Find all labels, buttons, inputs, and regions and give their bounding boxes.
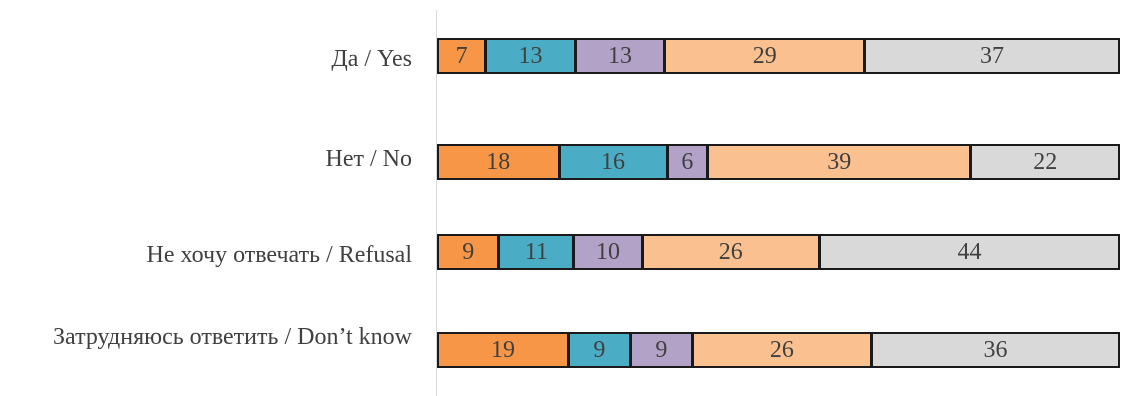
bar-segment-yes-5: 37: [864, 38, 1120, 74]
bar-segment-no-2: 16: [558, 144, 668, 180]
category-label-no: Нет / No: [325, 146, 412, 172]
bar-row-dont-know: 19 9 9 26 36: [437, 332, 1120, 368]
bar-segment-yes-2: 13: [485, 38, 576, 74]
category-label-dont-know: Затрудняюсь ответить / Don’t know: [53, 324, 412, 350]
bar-segment-yes-1: 7: [437, 38, 487, 74]
bar-segment-refusal-4: 26: [641, 234, 820, 270]
bar-segment-refusal-2: 11: [498, 234, 575, 270]
category-axis-line: [436, 10, 437, 396]
bar-segment-yes-3: 13: [574, 38, 666, 74]
bar-segment-dont-know-1: 19: [437, 332, 569, 368]
category-label-yes: Да / Yes: [331, 46, 412, 72]
bar-segment-no-5: 22: [970, 144, 1120, 180]
bar-segment-dont-know-3: 9: [629, 332, 693, 368]
bar-segment-refusal-1: 9: [437, 234, 500, 270]
category-label-refusal: Не хочу отвечать / Refusal: [146, 242, 412, 268]
bar-segment-refusal-5: 44: [818, 234, 1120, 270]
bar-segment-dont-know-2: 9: [567, 332, 631, 368]
bar-segment-yes-4: 29: [664, 38, 866, 74]
bar-segment-dont-know-5: 36: [871, 332, 1120, 368]
bar-segment-dont-know-4: 26: [691, 332, 872, 368]
bar-segment-no-3: 6: [666, 144, 709, 180]
bar-segment-no-4: 39: [707, 144, 972, 180]
bar-row-yes: 7 13 13 29 37: [437, 38, 1120, 74]
bar-row-no: 18 16 6 39 22: [437, 144, 1120, 180]
bar-segment-refusal-3: 10: [573, 234, 643, 270]
bar-segment-no-1: 18: [437, 144, 560, 180]
bar-row-refusal: 9 11 10 26 44: [437, 234, 1120, 270]
